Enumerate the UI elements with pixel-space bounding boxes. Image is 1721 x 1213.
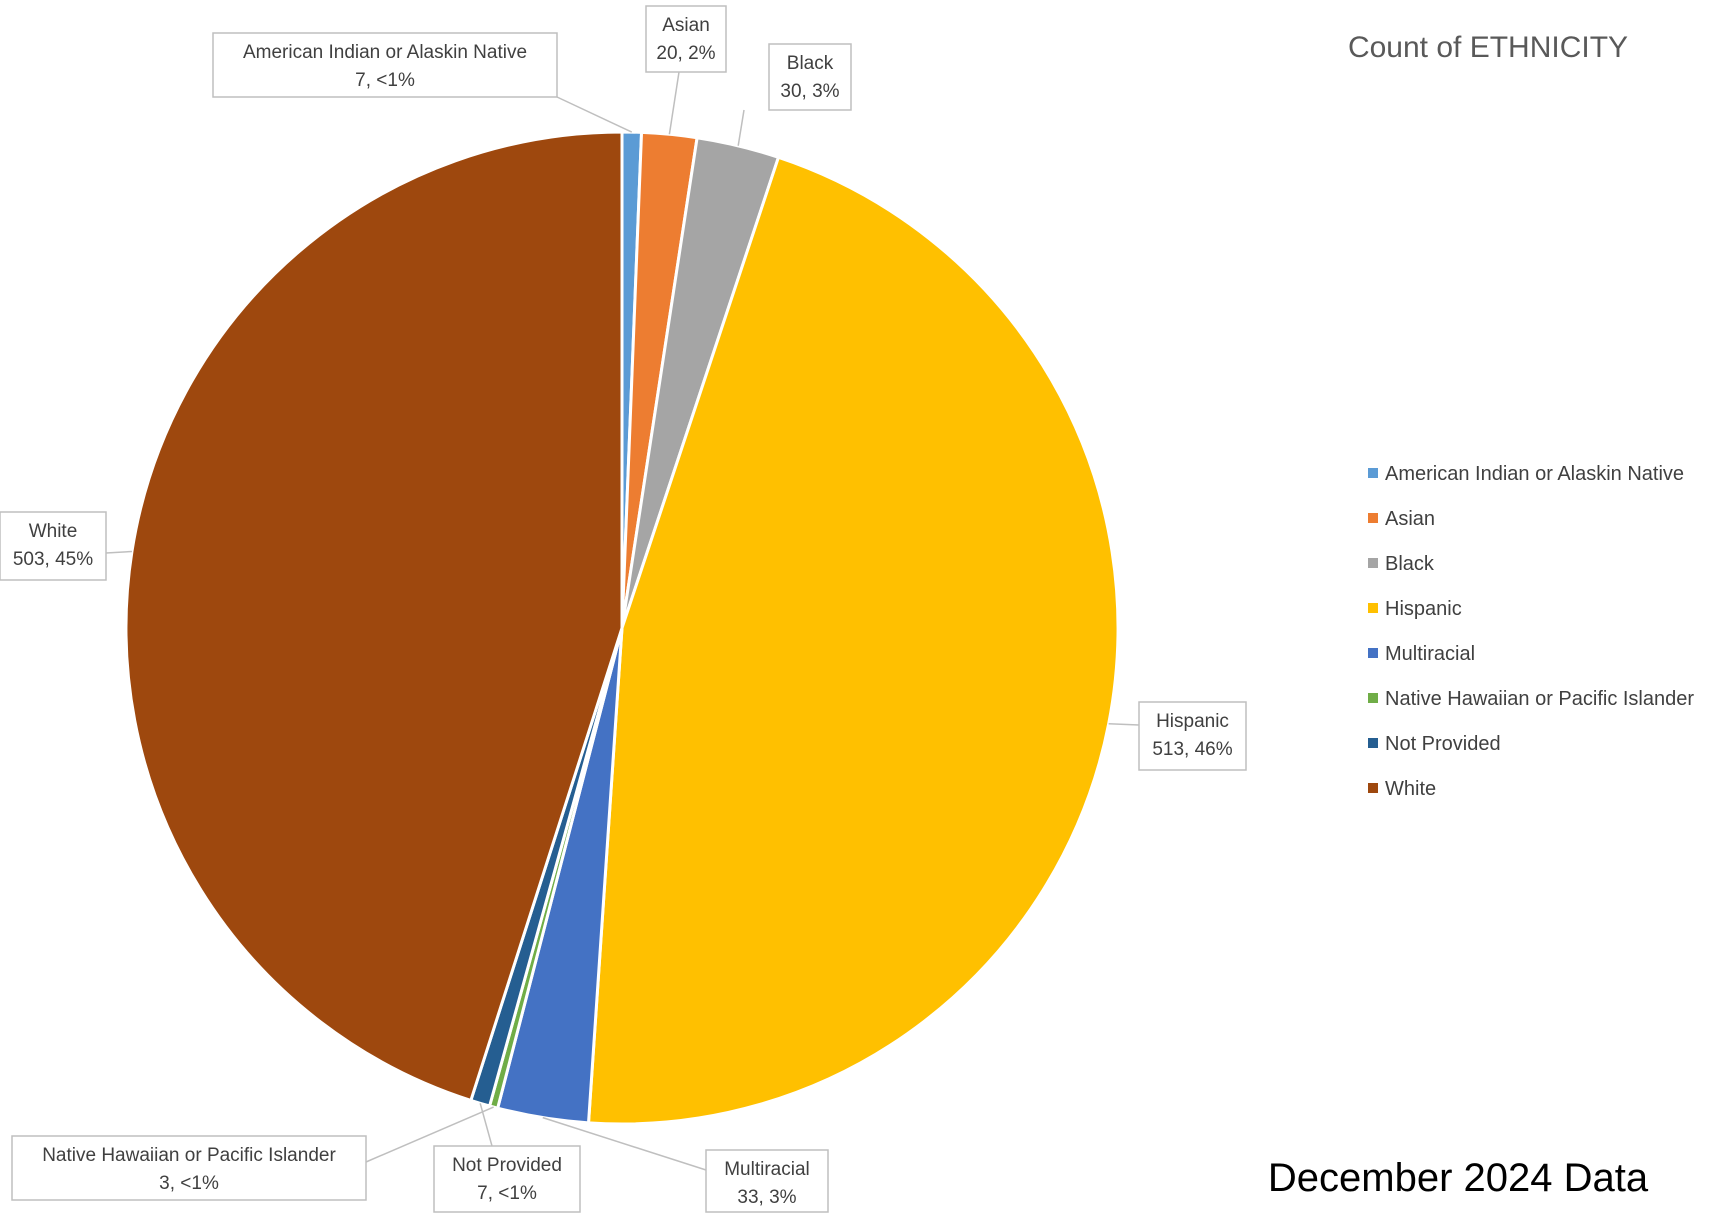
leader-line bbox=[737, 109, 745, 146]
legend-item: Black bbox=[1368, 553, 1435, 575]
data-label: Asian 20, 2% bbox=[645, 5, 727, 73]
legend-item: Multiracial bbox=[1368, 643, 1475, 665]
leader-line bbox=[668, 71, 680, 135]
legend-label: American Indian or Alaskin Native bbox=[1385, 463, 1684, 485]
legend-item: Asian bbox=[1368, 508, 1435, 530]
legend-swatch bbox=[1368, 558, 1378, 568]
legend-swatch bbox=[1368, 738, 1378, 748]
data-label-category: Multiracial bbox=[724, 1159, 810, 1180]
data-label: Not Provided 7, <1% bbox=[433, 1145, 581, 1213]
data-label-value: 7, <1% bbox=[355, 70, 415, 91]
data-label: White 503, 45% bbox=[0, 511, 107, 581]
data-label-box bbox=[433, 1145, 581, 1213]
data-label-category: Hispanic bbox=[1156, 711, 1229, 732]
data-label-value: 513, 46% bbox=[1152, 739, 1232, 760]
leader-line bbox=[1108, 722, 1140, 726]
data-label-category: White bbox=[29, 521, 78, 542]
legend-label: White bbox=[1385, 778, 1436, 800]
legend-swatch bbox=[1368, 603, 1378, 613]
legend-swatch bbox=[1368, 693, 1378, 703]
data-label-category: Native Hawaiian or Pacific Islander bbox=[42, 1145, 336, 1166]
legend-swatch bbox=[1368, 783, 1378, 793]
legend-label: Hispanic bbox=[1385, 598, 1462, 620]
leader-line bbox=[105, 550, 132, 554]
legend-item: Native Hawaiian or Pacific Islander bbox=[1368, 688, 1694, 710]
data-label: Native Hawaiian or Pacific Islander 3, <1… bbox=[11, 1135, 367, 1201]
legend-label: Not Provided bbox=[1385, 733, 1501, 755]
data-label-category: Not Provided bbox=[452, 1155, 562, 1176]
data-label-category: Black bbox=[787, 53, 834, 74]
data-label-category: Asian bbox=[662, 15, 710, 36]
chart-title: Count of ETHNICITY bbox=[1348, 31, 1628, 64]
legend-label: Native Hawaiian or Pacific Islander bbox=[1385, 688, 1694, 710]
data-label-value: 30, 3% bbox=[780, 81, 839, 102]
footer-text: December 2024 Data bbox=[1268, 1156, 1649, 1200]
leader-line bbox=[556, 96, 633, 133]
label-leader-lines bbox=[105, 71, 1140, 1171]
legend-item: White bbox=[1368, 778, 1436, 800]
data-label-box bbox=[768, 43, 852, 111]
data-label-box bbox=[705, 1149, 829, 1213]
legend-swatch bbox=[1368, 468, 1378, 478]
legend-swatch bbox=[1368, 648, 1378, 658]
data-label: Hispanic 513, 46% bbox=[1138, 701, 1247, 771]
data-label-value: 33, 3% bbox=[737, 1187, 796, 1208]
data-label-value: 3, <1% bbox=[159, 1173, 219, 1194]
data-label: Multiracial 33, 3% bbox=[705, 1149, 829, 1213]
legend-item: American Indian or Alaskin Native bbox=[1368, 463, 1684, 485]
legend-label: Multiracial bbox=[1385, 643, 1475, 665]
data-label-value: 7, <1% bbox=[477, 1183, 537, 1204]
data-label: Black 30, 3% bbox=[768, 43, 852, 111]
legend-label: Asian bbox=[1385, 508, 1435, 530]
data-label-category: American Indian or Alaskin Native bbox=[243, 42, 527, 63]
legend-item: Not Provided bbox=[1368, 733, 1501, 755]
data-label-box bbox=[11, 1135, 367, 1201]
data-label-box bbox=[212, 32, 558, 98]
legend-item: Hispanic bbox=[1368, 598, 1462, 620]
data-label-value: 20, 2% bbox=[656, 43, 715, 64]
data-label-box bbox=[645, 5, 727, 73]
data-label-box bbox=[1138, 701, 1247, 771]
chart-legend: American Indian or Alaskin Native Asian Bl… bbox=[1368, 463, 1694, 800]
leader-line bbox=[365, 1106, 494, 1163]
data-label-value: 503, 45% bbox=[13, 549, 93, 570]
data-label-box bbox=[0, 511, 107, 581]
pie-slices bbox=[124, 130, 1120, 1126]
leader-line bbox=[542, 1116, 707, 1171]
data-label: American Indian or Alaskin Native 7, <1% bbox=[212, 32, 558, 98]
legend-label: Black bbox=[1385, 553, 1435, 575]
legend-swatch bbox=[1368, 513, 1378, 523]
leader-line bbox=[479, 1103, 493, 1147]
